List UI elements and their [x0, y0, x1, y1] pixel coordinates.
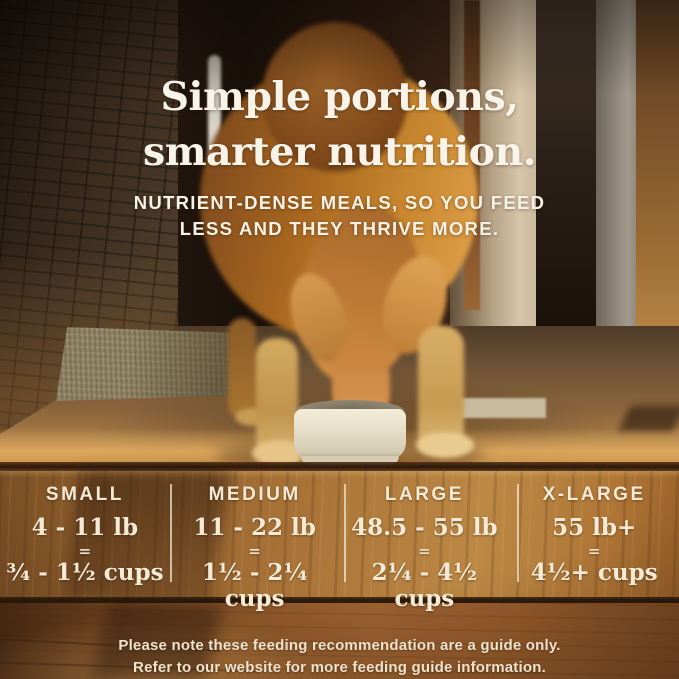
headline-line-1: Simple portions, — [160, 74, 519, 121]
equals-sign: = — [78, 542, 92, 560]
dog-front-paw-right — [416, 432, 474, 458]
weight-range: 55 lb+ — [552, 514, 637, 541]
weight-range: 4 - 11 lb — [31, 514, 139, 541]
feeding-guide-column-xlarge: X-LARGE 55 lb+ = 4½+ cups — [509, 476, 679, 588]
cups-range: ¾ - 1½ cups — [6, 559, 164, 586]
size-label: LARGE — [384, 484, 464, 505]
feeding-guide-column-medium: MEDIUM 11 - 22 lb = 1½ - 2¼ cups — [170, 476, 340, 612]
weight-range: 11 - 22 lb — [193, 514, 316, 541]
feeding-guide-column-small: SMALL 4 - 11 lb = ¾ - 1½ cups — [0, 476, 170, 588]
dog-front-leg-left — [256, 338, 298, 460]
disclaimer-note: Please note these feeding recommendation… — [0, 635, 679, 679]
size-label: MEDIUM — [208, 484, 301, 505]
cups-range: 2¼ - 4½ cups — [371, 559, 478, 612]
baseboard — [450, 398, 546, 418]
subheadline: NUTRIENT-DENSE MEALS, SO YOU FEED LESS A… — [0, 190, 679, 242]
equals-sign: = — [248, 542, 261, 560]
area-rug — [56, 327, 242, 401]
equals-sign: = — [418, 542, 431, 560]
plank-seam-top — [0, 462, 679, 472]
cups-range: 1½ - 2¼ cups — [201, 559, 308, 612]
equals-sign: = — [587, 542, 601, 560]
headline-line-2: smarter nutrition. — [143, 129, 536, 176]
disclaimer-line-1: Please note these feeding recommendation… — [118, 637, 561, 654]
cups-range: 4½+ cups — [530, 559, 658, 586]
headline: Simple portions, smarter nutrition. — [0, 70, 679, 180]
feeding-guide-column-large: LARGE 48.5 - 55 lb = 2¼ - 4½ cups — [340, 476, 510, 612]
subheadline-line-1: NUTRIENT-DENSE MEALS, SO YOU FEED — [133, 191, 546, 213]
size-label: SMALL — [45, 484, 124, 505]
food-bowl-base — [301, 456, 399, 466]
column-divider — [517, 484, 519, 582]
food-bowl — [294, 409, 406, 459]
foreground-floor — [0, 603, 679, 679]
disclaimer-line-2: Refer to our website for more feeding gu… — [133, 659, 546, 676]
dog-head — [262, 22, 408, 172]
size-label: X-LARGE — [542, 484, 646, 505]
plank-seam-bottom — [0, 597, 679, 603]
column-divider — [170, 484, 172, 582]
subheadline-line-2: LESS AND THEY THRIVE MORE. — [179, 217, 500, 239]
column-divider — [344, 484, 346, 582]
feeding-guide-table: SMALL 4 - 11 lb = ¾ - 1½ cups MEDIUM 11 … — [0, 476, 679, 612]
weight-range: 48.5 - 55 lb — [351, 514, 498, 541]
dog-hind-leg — [228, 318, 256, 418]
